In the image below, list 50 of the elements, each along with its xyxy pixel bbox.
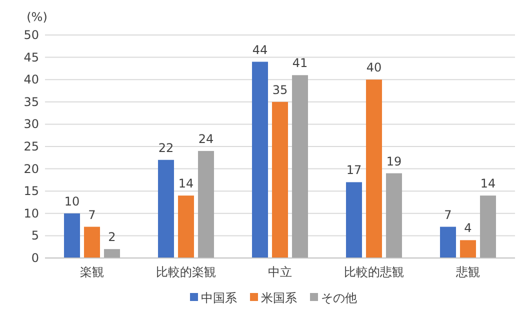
y-tick-label: 15 bbox=[24, 184, 39, 198]
y-tick-label: 30 bbox=[24, 117, 39, 132]
bar bbox=[104, 249, 120, 258]
bar bbox=[178, 196, 194, 258]
bar bbox=[346, 182, 362, 258]
x-tick-label: 比較的楽観 bbox=[156, 265, 216, 279]
data-label: 14 bbox=[178, 176, 194, 191]
data-label: 10 bbox=[64, 194, 80, 208]
y-tick-label: 45 bbox=[24, 50, 39, 64]
data-label: 35 bbox=[272, 82, 288, 97]
y-tick-label: 5 bbox=[31, 228, 39, 243]
y-tick-label: 10 bbox=[24, 206, 39, 220]
y-tick-label: 40 bbox=[24, 72, 39, 87]
bar bbox=[198, 150, 214, 258]
bar bbox=[84, 226, 100, 258]
bar bbox=[252, 62, 268, 258]
legend-label: その他 bbox=[321, 291, 357, 305]
data-label: 24 bbox=[198, 132, 214, 146]
bar bbox=[460, 240, 476, 258]
y-tick-label: 20 bbox=[24, 162, 39, 176]
bar bbox=[386, 173, 402, 258]
bar bbox=[292, 75, 308, 258]
data-label: 7 bbox=[88, 208, 96, 222]
x-tick-label: 中立 bbox=[268, 265, 292, 279]
y-tick-label: 0 bbox=[31, 251, 39, 265]
y-axis-title: (%) bbox=[26, 10, 48, 24]
data-label: 2 bbox=[108, 230, 116, 244]
data-label: 14 bbox=[480, 176, 496, 191]
y-tick-label: 35 bbox=[24, 94, 39, 109]
bar bbox=[158, 160, 174, 258]
x-tick-label: 悲観 bbox=[455, 265, 480, 279]
data-label: 17 bbox=[346, 163, 362, 178]
data-label: 44 bbox=[252, 42, 268, 57]
bar bbox=[366, 80, 382, 258]
data-label: 22 bbox=[158, 140, 174, 155]
legend-label: 中国系 bbox=[201, 291, 237, 305]
bar bbox=[440, 226, 456, 258]
data-label: 4 bbox=[464, 221, 472, 236]
data-label: 41 bbox=[292, 56, 308, 70]
data-label: 19 bbox=[386, 154, 402, 168]
x-tick-label: 比較的悲観 bbox=[344, 265, 404, 279]
legend-label: 米国系 bbox=[261, 291, 297, 305]
bar bbox=[480, 196, 496, 258]
y-tick-label: 25 bbox=[24, 140, 39, 154]
y-tick-label: 50 bbox=[24, 28, 39, 42]
data-label: 7 bbox=[444, 208, 452, 222]
bar bbox=[272, 102, 288, 258]
x-tick-label: 楽観 bbox=[80, 265, 104, 279]
data-label: 40 bbox=[366, 60, 382, 75]
bar bbox=[64, 213, 80, 258]
